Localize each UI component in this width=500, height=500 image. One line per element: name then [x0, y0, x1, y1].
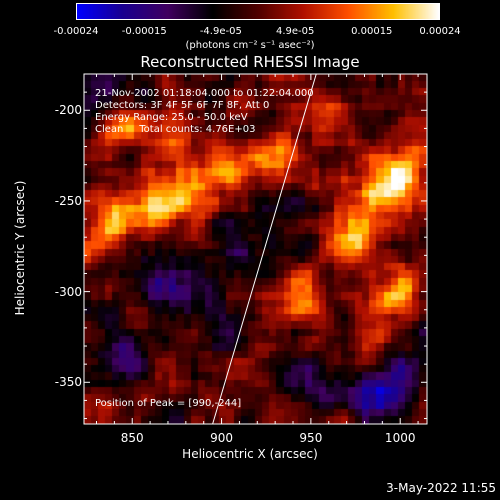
annotation-total-counts: Clean Total counts: 4.76E+03: [95, 124, 256, 135]
annotation-energy-range: Energy Range: 25.0 - 50.0 keV: [95, 112, 248, 123]
colorbar-label: (photons cm⁻² s⁻¹ asec⁻²): [185, 40, 315, 51]
date-stamp: 3-May-2022 11:55: [386, 481, 496, 495]
y-tick-label: -350: [54, 375, 82, 390]
annotation-time-range: 21-Nov-2002 01:18:04.000 to 01:22:04.000: [95, 88, 314, 99]
annotation-peak-position: Position of Peak = [990,-244]: [95, 398, 242, 409]
colorbar-tick-label: -0.00024: [53, 26, 99, 37]
x-tick-label: 1000: [384, 431, 416, 445]
colorbar-tick-label: 4.9e-05: [275, 26, 315, 37]
colorbar-tick-label: 0.00015: [351, 26, 393, 37]
x-tick-label: 900: [210, 431, 233, 445]
colorbar-tick-label: -4.9e-05: [199, 26, 242, 37]
heatmap-image: [84, 74, 427, 424]
x-axis-label: Heliocentric X (arcsec): [182, 447, 318, 461]
x-tick-label: 850: [120, 431, 144, 445]
limb-line: [212, 73, 317, 425]
colorbar: [76, 3, 440, 20]
y-tick-label: -200: [54, 103, 82, 118]
y-tick-label: -300: [54, 284, 82, 299]
y-axis-label: Heliocentric Y (arcsec): [13, 180, 27, 316]
x-tick-label: 950: [299, 431, 323, 445]
plot-frame: [83, 73, 428, 425]
colorbar-tick-label: -0.00015: [121, 26, 167, 37]
colorbar-tick-label: 0.00024: [419, 26, 461, 37]
y-tick-label: -250: [54, 193, 82, 208]
chart-title: Reconstructed RHESSI Image: [140, 53, 360, 71]
annotation-detectors: Detectors: 3F 4F 5F 6F 7F 8F, Att 0: [95, 100, 270, 111]
